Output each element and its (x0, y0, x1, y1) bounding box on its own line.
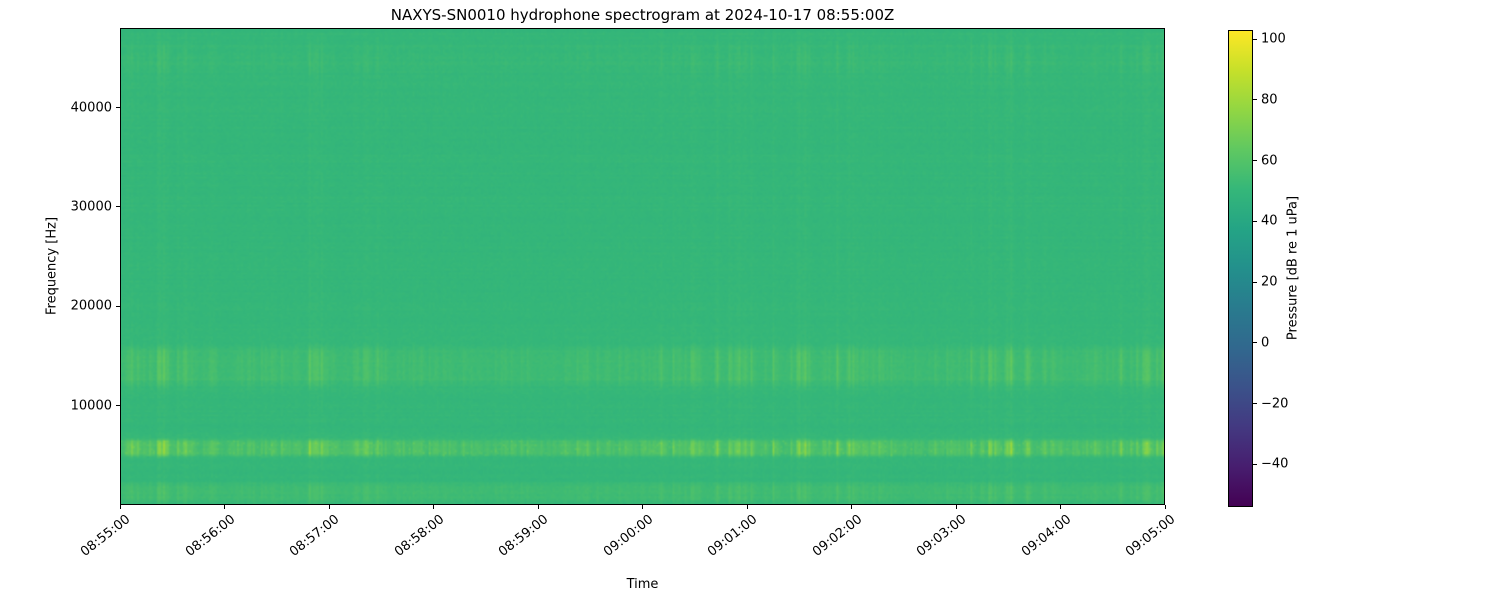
colorbar-tick-label: −40 (1261, 456, 1289, 472)
x-tick-mark (119, 505, 121, 509)
colorbar-tick-mark (1253, 220, 1257, 222)
colorbar-tick-label: −20 (1261, 396, 1289, 412)
y-tick-mark (116, 305, 120, 307)
y-axis-label: Frequency [Hz] (44, 216, 60, 316)
y-tick-mark (116, 405, 120, 407)
colorbar-tick-label: 20 (1261, 274, 1278, 290)
x-tick-label: 09:01:00 (704, 512, 761, 560)
x-tick-label: 09:03:00 (913, 512, 970, 560)
x-axis-label: Time (626, 577, 659, 592)
spectrogram-canvas (121, 29, 1164, 504)
y-tick-label: 40000 (70, 100, 112, 115)
x-tick-mark (955, 505, 957, 509)
colorbar-tick-label: 80 (1261, 92, 1278, 108)
colorbar-tick-label: 60 (1261, 153, 1278, 169)
plot-area (120, 28, 1165, 505)
colorbar-tick-mark (1253, 38, 1257, 40)
y-tick-mark (116, 107, 120, 108)
x-tick-label: 09:05:00 (1122, 512, 1179, 560)
x-tick-label: 09:00:00 (600, 512, 656, 560)
x-tick-mark (537, 505, 539, 509)
x-tick-mark (642, 505, 643, 509)
x-tick-label: 08:57:00 (286, 512, 343, 560)
x-tick-mark (433, 505, 434, 509)
y-tick-mark (116, 206, 120, 208)
x-tick-label: 09:02:00 (809, 512, 865, 560)
colorbar-tick-mark (1253, 403, 1257, 405)
colorbar-tick-mark (1253, 342, 1257, 344)
x-tick-label: 08:58:00 (391, 512, 447, 560)
x-tick-mark (851, 505, 852, 509)
x-tick-label: 08:56:00 (182, 512, 238, 560)
x-tick-label: 08:55:00 (77, 512, 134, 560)
colorbar-tick-mark (1253, 99, 1257, 101)
x-tick-mark (746, 505, 748, 509)
x-tick-mark (1164, 505, 1166, 509)
y-tick-label: 10000 (70, 398, 112, 414)
colorbar-tick-label: 100 (1261, 31, 1286, 47)
colorbar-tick-label: 0 (1261, 335, 1270, 351)
colorbar-tick-mark (1253, 463, 1257, 465)
x-tick-label: 09:04:00 (1018, 512, 1074, 560)
colorbar-tick-label: 40 (1261, 213, 1278, 229)
x-tick-mark (328, 505, 330, 509)
x-tick-label: 08:59:00 (495, 512, 552, 560)
chart-title: NAXYS-SN0010 hydrophone spectrogram at 2… (390, 6, 895, 24)
y-tick-label: 20000 (70, 298, 112, 314)
y-tick-label: 30000 (70, 199, 112, 215)
colorbar-tick-mark (1253, 281, 1257, 283)
colorbar (1228, 30, 1253, 507)
colorbar-label: Pressure [dB re 1 uPa] (1285, 195, 1301, 341)
x-tick-mark (1060, 505, 1061, 509)
colorbar-tick-mark (1253, 160, 1257, 162)
x-tick-mark (224, 505, 225, 509)
